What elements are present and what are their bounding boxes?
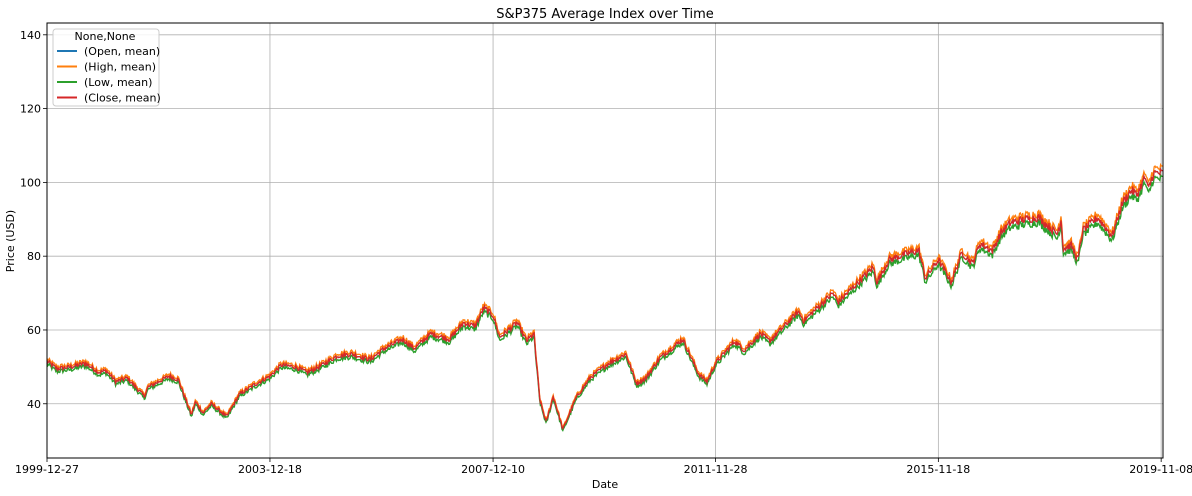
y-axis-label: Price (USD) bbox=[4, 210, 17, 272]
legend-label: (Close, mean) bbox=[84, 92, 161, 105]
x-tick-label: 2011-11-28 bbox=[684, 463, 748, 476]
series-line-low bbox=[46, 173, 1163, 432]
legend-title: None,None bbox=[75, 30, 136, 43]
y-tick-label: 100 bbox=[20, 176, 41, 189]
legend-label: (Open, mean) bbox=[84, 45, 160, 58]
y-tick-label: 40 bbox=[27, 398, 41, 411]
y-tick-label: 60 bbox=[27, 324, 41, 337]
y-tick-label: 80 bbox=[27, 250, 41, 263]
axis-ticks: 40 60 80 100 120 140 1999-12-27 2003-12-18 2007-… bbox=[15, 29, 1192, 476]
legend-box bbox=[52, 28, 160, 107]
legend-items: (Open, mean) (High, mean) (Low, mean) (Clos… bbox=[57, 45, 161, 105]
x-tick-label: 2015-11-18 bbox=[906, 463, 970, 476]
legend-label: (Low, mean) bbox=[84, 76, 152, 89]
legend: None,None (Open, mean) (High, mean) (Low, … bbox=[52, 28, 161, 107]
x-tick-label: 2007-12-10 bbox=[461, 463, 525, 476]
x-tick-label: 2003-12-18 bbox=[238, 463, 302, 476]
legend-label: (High, mean) bbox=[84, 61, 156, 74]
y-tick-label: 120 bbox=[20, 103, 41, 116]
series-line-close bbox=[46, 167, 1164, 430]
y-tick-label: 140 bbox=[20, 29, 41, 42]
x-tick-label: 1999-12-27 bbox=[15, 463, 79, 476]
x-axis-label: Date bbox=[592, 478, 619, 491]
chart-title: S&P375 Average Index over Time bbox=[496, 7, 714, 22]
x-tick-label: 2019-11-08 bbox=[1129, 463, 1192, 476]
series-group bbox=[46, 162, 1164, 432]
plot-frame bbox=[46, 22, 1164, 459]
grid bbox=[46, 23, 1163, 458]
